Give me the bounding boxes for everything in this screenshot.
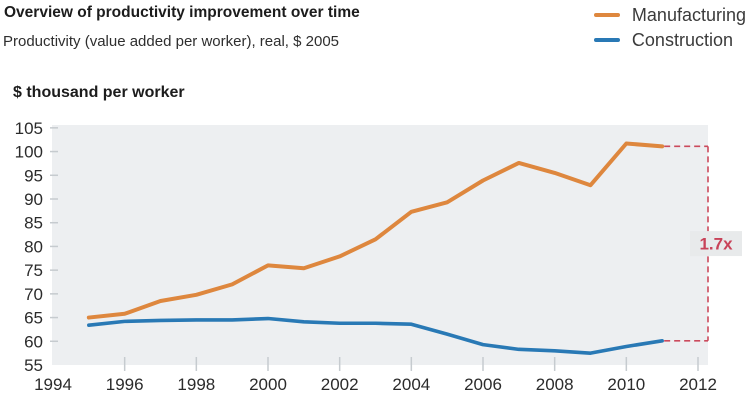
y-tick-label: 60 <box>24 332 43 351</box>
y-tick-label: 80 <box>24 237 43 256</box>
y-tick-label: 85 <box>24 214 43 233</box>
y-tick-label: 100 <box>15 143 43 162</box>
x-tick-label: 1996 <box>106 375 144 394</box>
ratio-label-bg <box>690 231 742 257</box>
x-tick-label: 1994 <box>34 375 72 394</box>
y-tick-label: 65 <box>24 309 43 328</box>
y-tick-label: 75 <box>24 261 43 280</box>
construction-line-swatch <box>593 38 620 42</box>
y-tick-label: 55 <box>24 356 43 375</box>
manufacturing-line-swatch <box>593 13 620 17</box>
x-tick-label: 2004 <box>392 375 430 394</box>
y-tick-label: 105 <box>15 119 43 138</box>
chart-subtitle: Productivity (value added per worker), r… <box>3 33 340 50</box>
y-tick-label: 90 <box>24 190 43 209</box>
manufacturing-line <box>86 141 665 320</box>
construction-line <box>87 316 664 355</box>
chart-title: Overview of productivity improvement ove… <box>4 4 360 21</box>
x-tick-label: 2000 <box>249 375 287 394</box>
x-tick-label: 2002 <box>321 375 359 394</box>
y-tick-label: 70 <box>24 285 43 304</box>
x-tick-label: 1998 <box>177 375 215 394</box>
legend-label-manufacturing: Manufacturing <box>631 5 746 25</box>
legend-item-construction: Construction <box>593 28 746 52</box>
x-tick-label: 2008 <box>536 375 574 394</box>
legend: Manufacturing Construction <box>593 3 746 52</box>
y-axis-unit-label: $ thousand per worker <box>13 84 185 101</box>
legend-label-construction: Construction <box>631 30 733 50</box>
x-tick-label: 2012 <box>679 375 717 394</box>
ratio-label: 1.7x <box>699 235 733 254</box>
legend-item-manufacturing: Manufacturing <box>593 3 746 27</box>
x-tick-label: 2006 <box>464 375 502 394</box>
x-tick-label: 2010 <box>607 375 645 394</box>
y-tick-label: 95 <box>24 166 43 185</box>
